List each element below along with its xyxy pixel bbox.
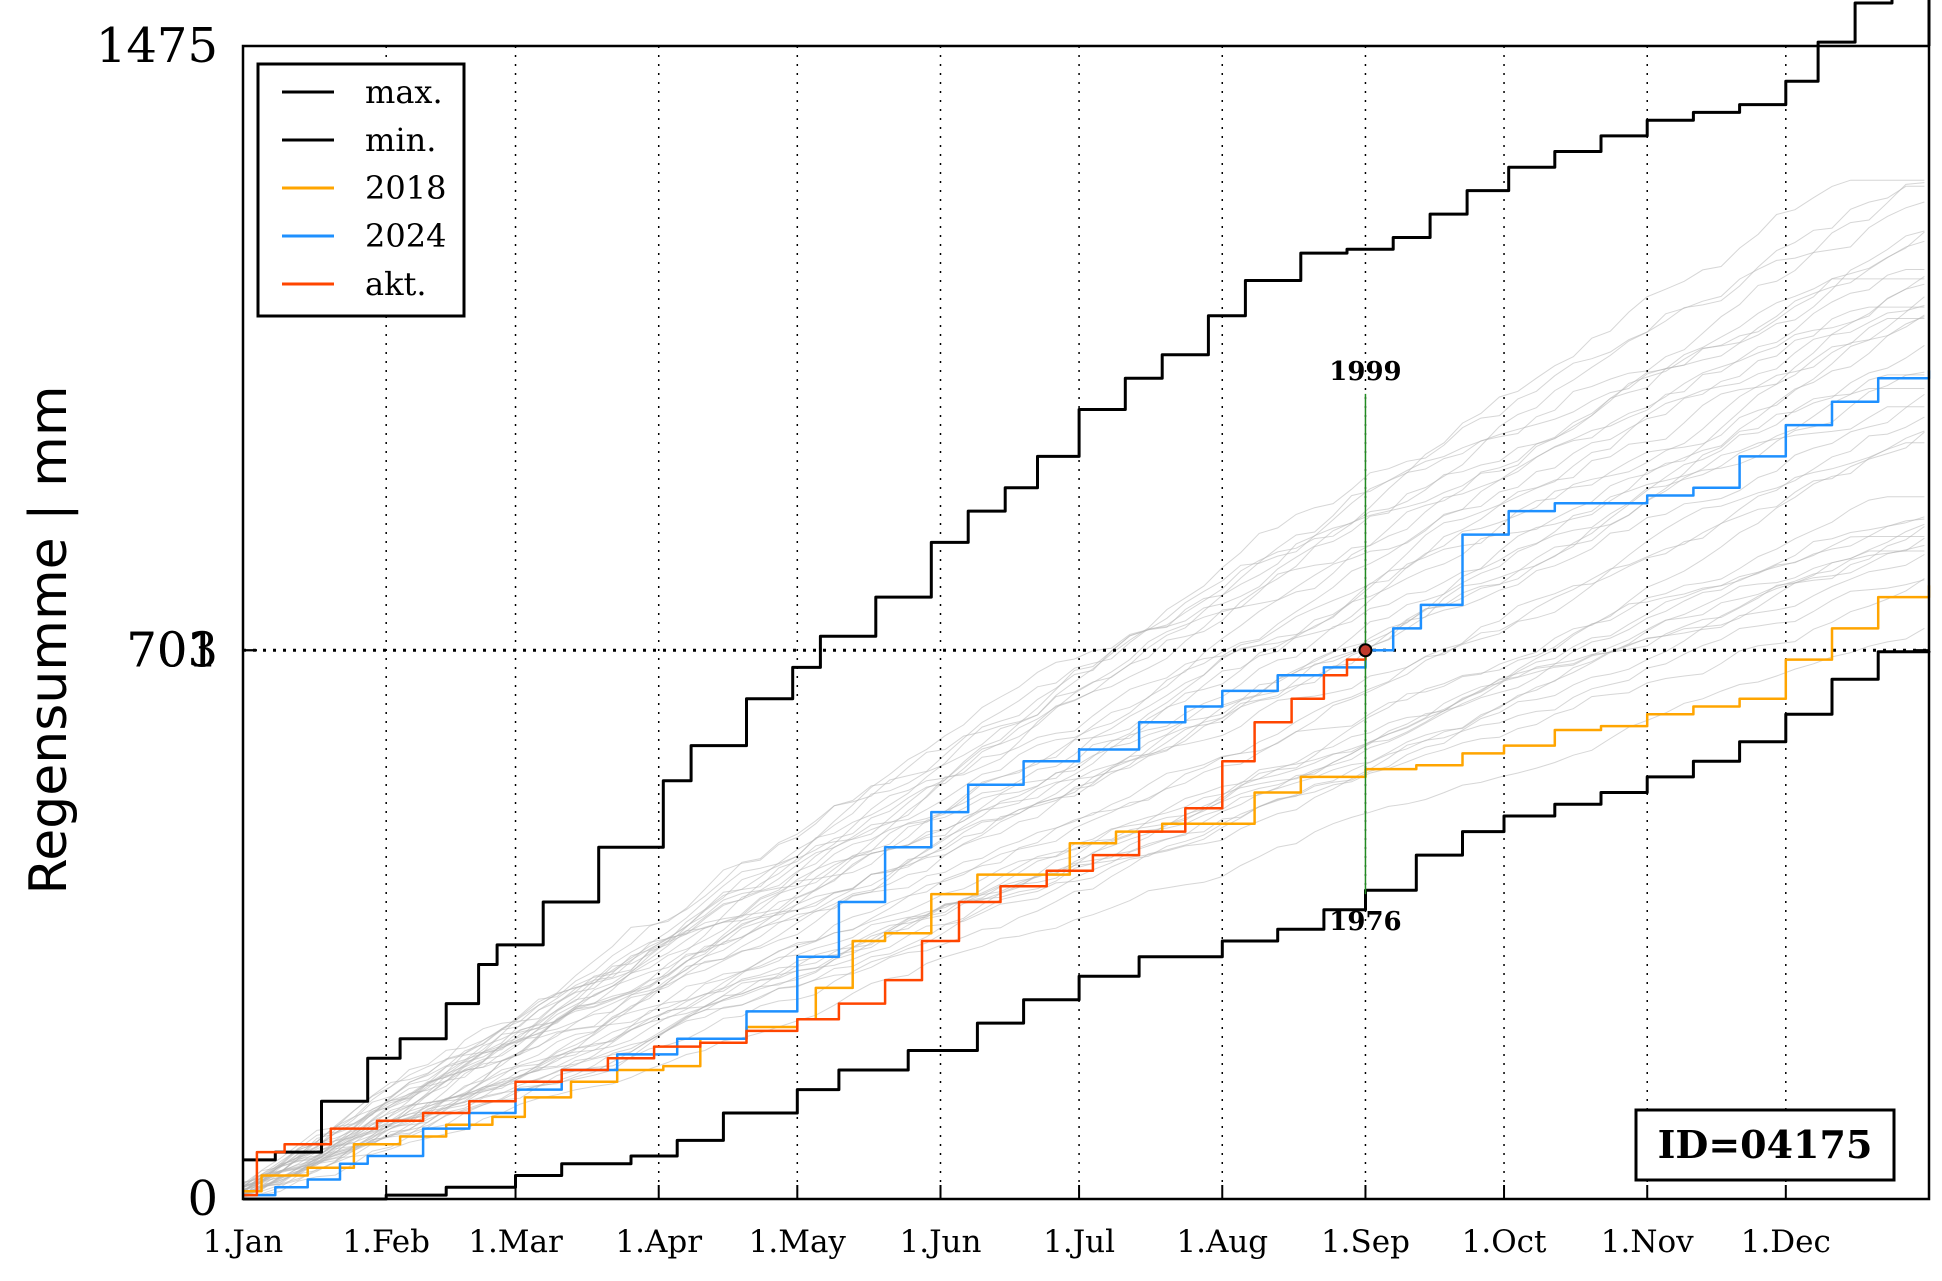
background-year-line bbox=[242, 431, 1925, 1195]
annotation-label: 1976 bbox=[1329, 907, 1401, 937]
series-line-max bbox=[243, 0, 1931, 1162]
background-year-line bbox=[242, 374, 1925, 1186]
background-year-line bbox=[242, 185, 1925, 1183]
id-box: ID=04175 bbox=[1634, 1108, 1896, 1182]
background-year-line bbox=[242, 201, 1925, 1186]
legend-label: akt. bbox=[365, 265, 427, 303]
annotations: 1999 1976 bbox=[1329, 357, 1401, 937]
current-point bbox=[1358, 643, 1373, 658]
station-id-label: ID=04175 bbox=[1658, 1122, 1873, 1167]
y-axis-label: Regensumme | mm bbox=[19, 386, 79, 895]
x-tick-label: 1.Oct bbox=[1462, 1224, 1547, 1260]
x-tick-label: 1.Aug bbox=[1176, 1224, 1268, 1260]
annotation-label: 1999 bbox=[1329, 357, 1401, 387]
series-line-akt bbox=[243, 650, 1367, 1197]
x-tick-label: 1.Nov bbox=[1601, 1224, 1694, 1260]
background-year-line bbox=[242, 536, 1925, 1198]
background-year-line bbox=[242, 550, 1925, 1198]
y-tick-label: 0 bbox=[187, 1171, 218, 1227]
y-tick-label: 1475 bbox=[96, 18, 218, 74]
background-year-line bbox=[242, 240, 1925, 1195]
background-year-line bbox=[242, 318, 1925, 1196]
x-tick-label: 1.Sep bbox=[1321, 1224, 1410, 1260]
background-year-line bbox=[242, 579, 1925, 1195]
background-year-line bbox=[242, 278, 1925, 1190]
legend-label: max. bbox=[365, 73, 443, 111]
y-tick-label: 703 bbox=[126, 622, 218, 678]
background-year-line bbox=[242, 231, 1925, 1189]
x-tick-label: 1.Mar bbox=[468, 1224, 563, 1260]
background-year-line bbox=[242, 275, 1925, 1191]
x-tick-label: 1.Dec bbox=[1741, 1224, 1831, 1260]
background-year-line bbox=[242, 442, 1925, 1188]
background-year-line bbox=[242, 578, 1925, 1192]
legend: max. min. 2018 2024 akt. bbox=[256, 62, 466, 318]
background-year-line bbox=[242, 430, 1925, 1197]
background-year-line bbox=[242, 523, 1925, 1187]
background-year-line bbox=[242, 537, 1925, 1197]
background-year-line bbox=[242, 516, 1925, 1191]
x-tick-label: 1.May bbox=[749, 1224, 847, 1260]
series-lines bbox=[243, 0, 1931, 1201]
legend-label: 2024 bbox=[365, 217, 446, 255]
background-year-line bbox=[242, 179, 1925, 1192]
y-tick-label: 701 bbox=[126, 622, 218, 678]
legend-label: min. bbox=[365, 121, 436, 159]
background-year-line bbox=[242, 269, 1925, 1196]
background-year-line bbox=[242, 518, 1925, 1193]
x-tick-label: 1.Jan bbox=[203, 1224, 283, 1260]
x-tick-label: 1.Feb bbox=[342, 1224, 430, 1260]
background-year-line bbox=[242, 182, 1925, 1193]
x-tick-label: 1.Jun bbox=[900, 1224, 982, 1260]
series-line-min bbox=[243, 650, 1931, 1201]
plot-frame bbox=[241, 44, 1931, 1201]
background-year-line bbox=[242, 627, 1925, 1194]
series-line-y2018 bbox=[243, 585, 1931, 1193]
x-axis-ticks: 1.Jan 1.Feb 1.Mar 1.Apr 1.May 1.Jun 1.Jul 1.Aug… bbox=[203, 1185, 1831, 1260]
background-year-line bbox=[242, 496, 1925, 1189]
background-year-line bbox=[242, 296, 1925, 1188]
background-year-lines bbox=[242, 179, 1925, 1198]
series-line-y2024 bbox=[243, 370, 1931, 1197]
grid-lines bbox=[243, 46, 1929, 1199]
legend-label: 2018 bbox=[365, 169, 446, 207]
legend-box bbox=[256, 62, 466, 318]
background-year-line bbox=[242, 314, 1925, 1192]
background-year-line bbox=[242, 283, 1925, 1185]
x-tick-label: 1.Jul bbox=[1043, 1224, 1115, 1260]
x-tick-label: 1.Apr bbox=[615, 1224, 702, 1260]
